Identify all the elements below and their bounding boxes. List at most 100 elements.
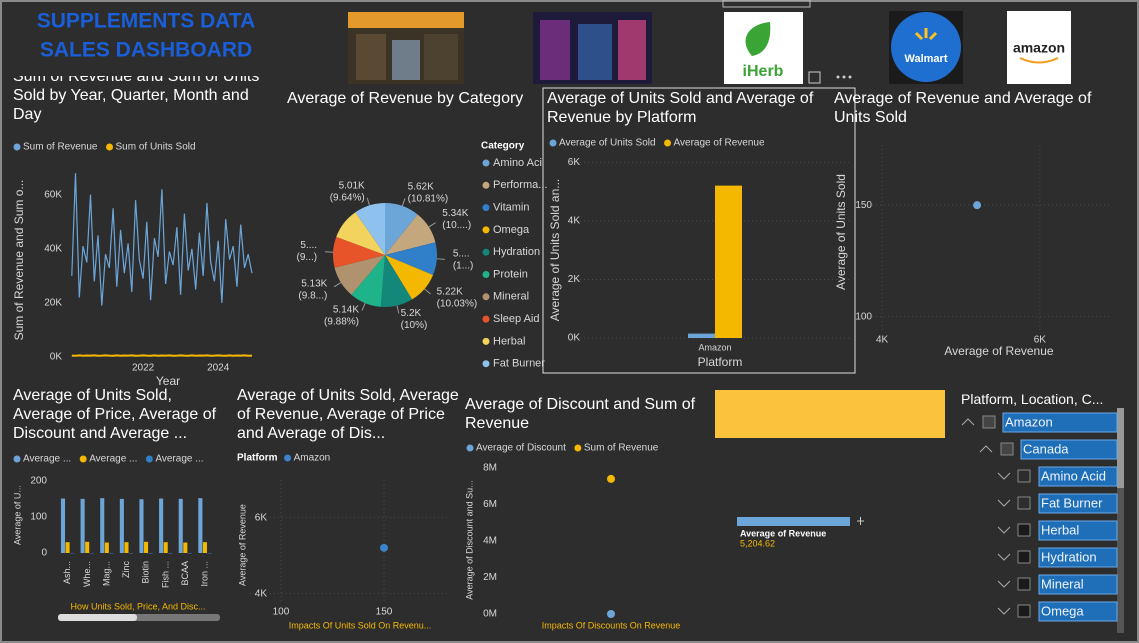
chart-title: Sum of Revenue and Sum of Units Sold by … xyxy=(13,68,260,123)
focus-frame xyxy=(542,87,856,374)
slicer-item: Herbal xyxy=(1041,522,1079,537)
y-tick-label: 20K xyxy=(44,298,62,309)
legend-label: Average ... xyxy=(155,454,203,465)
legend-marker xyxy=(13,143,21,151)
legend-marker xyxy=(549,139,557,147)
decor-bar xyxy=(715,390,945,438)
x-tick-label: BCAA xyxy=(180,561,190,586)
x-axis-label: Platform xyxy=(698,355,743,369)
y-tick-label: 0M xyxy=(483,609,497,620)
y-axis-label: Average of Units Sold an... xyxy=(548,179,562,322)
bar xyxy=(178,498,183,553)
data-label: (9.88%) xyxy=(324,317,359,328)
data-label: 5.13K xyxy=(301,279,327,290)
leader-line xyxy=(333,282,342,288)
y-tick-label: 0K xyxy=(568,333,581,344)
y-tick-label: 100 xyxy=(855,311,872,322)
legend-label: Herbal xyxy=(493,335,525,347)
legend-marker xyxy=(145,455,153,463)
slicer-item: Canada xyxy=(1023,441,1069,456)
chevron xyxy=(961,418,975,426)
pie-slice xyxy=(385,242,438,275)
checkbox xyxy=(1017,550,1031,564)
leader-line xyxy=(436,258,445,260)
slicer-scrollbar xyxy=(1117,408,1124,633)
x-axis-label: Year xyxy=(156,374,180,388)
y-axis-label: Average of Discount and Su... xyxy=(464,480,474,599)
chevron xyxy=(997,580,1011,588)
slicer-item: Omega xyxy=(1041,603,1084,618)
x-tick-label: 2024 xyxy=(207,363,230,374)
slicer-item-box xyxy=(1038,574,1118,595)
y-axis-label: Average of Units Sold xyxy=(834,174,848,290)
checkbox xyxy=(1017,469,1031,483)
x-tick-label: 150 xyxy=(376,607,393,618)
pie-slice xyxy=(385,255,434,300)
x-axis-label: Average of Revenue xyxy=(944,344,1054,358)
line-series xyxy=(71,173,253,306)
chart-title: Average of Units Sold and Average of Rev… xyxy=(547,90,814,126)
data-label: 5.34K xyxy=(442,208,468,219)
legend-marker xyxy=(466,444,474,452)
data-label: (10.81%) xyxy=(408,193,449,204)
x-tick-label: 2022 xyxy=(132,363,155,374)
data-label: 5.14K xyxy=(333,305,359,316)
chevron xyxy=(997,499,1011,507)
slicer-item-box xyxy=(1020,439,1118,460)
y-tick-label: 60K xyxy=(44,189,62,200)
slicer-item-box xyxy=(1038,601,1118,622)
bar xyxy=(715,185,742,338)
scroll-thumb xyxy=(58,614,137,621)
bar xyxy=(70,552,75,554)
logo-text: iHerb xyxy=(743,63,784,80)
legend-label: Sleep Aid xyxy=(493,313,539,325)
point xyxy=(607,474,615,483)
legend-label: Amazon xyxy=(294,453,331,464)
legend-marker xyxy=(482,181,490,189)
chart-title: Average of Revenue by Category xyxy=(287,90,524,107)
legend-marker xyxy=(13,455,21,463)
bar xyxy=(202,542,207,553)
legend-label: Average of Revenue xyxy=(674,138,765,149)
bar xyxy=(128,552,134,554)
data-label: 5.62K xyxy=(408,181,434,192)
x-tick-label: Amazon xyxy=(698,342,731,352)
legend-marker xyxy=(79,455,87,463)
y-tick-label: 6K xyxy=(255,512,268,523)
data-label: (10....) xyxy=(442,220,471,231)
y-axis-label: Average of Revenue xyxy=(237,504,247,586)
x-tick-label: Fish ... xyxy=(160,561,170,588)
legend-title: Platform xyxy=(237,453,278,464)
chart-title: Average of Units Sold, Average of Revenu… xyxy=(237,387,459,442)
bar xyxy=(183,542,188,553)
data-label: (10.03%) xyxy=(437,299,478,310)
legend-label: Sum of Revenue xyxy=(584,443,659,454)
legend-marker xyxy=(482,293,490,301)
leader-line xyxy=(396,305,400,314)
data-label: 5.... xyxy=(300,240,317,251)
x-tick-label: Mag... xyxy=(101,561,111,586)
pie-slice xyxy=(385,203,418,255)
slicer-item-box xyxy=(1038,547,1118,568)
x-tick-label: Whe... xyxy=(82,561,92,587)
bar xyxy=(80,498,85,553)
bar xyxy=(198,498,203,553)
point xyxy=(607,610,615,618)
point xyxy=(973,201,982,210)
x-tick-label: Zinc xyxy=(121,561,131,579)
bar xyxy=(159,498,164,553)
data-label: (10%) xyxy=(401,320,428,331)
dashboard-title: SUPPLEMENTS DATA xyxy=(37,10,256,33)
pie-slice xyxy=(380,255,413,308)
tab xyxy=(722,0,811,8)
leader-line xyxy=(366,197,370,206)
expand-icon xyxy=(857,517,864,525)
data-label: (9.64%) xyxy=(330,193,365,204)
chevron xyxy=(997,607,1011,615)
card-label: Average of Revenue xyxy=(740,528,826,538)
x-tick-label: Ash... xyxy=(62,561,72,584)
logo-text: amazon xyxy=(1013,40,1065,56)
bar xyxy=(187,552,192,554)
leader-line xyxy=(401,198,406,207)
